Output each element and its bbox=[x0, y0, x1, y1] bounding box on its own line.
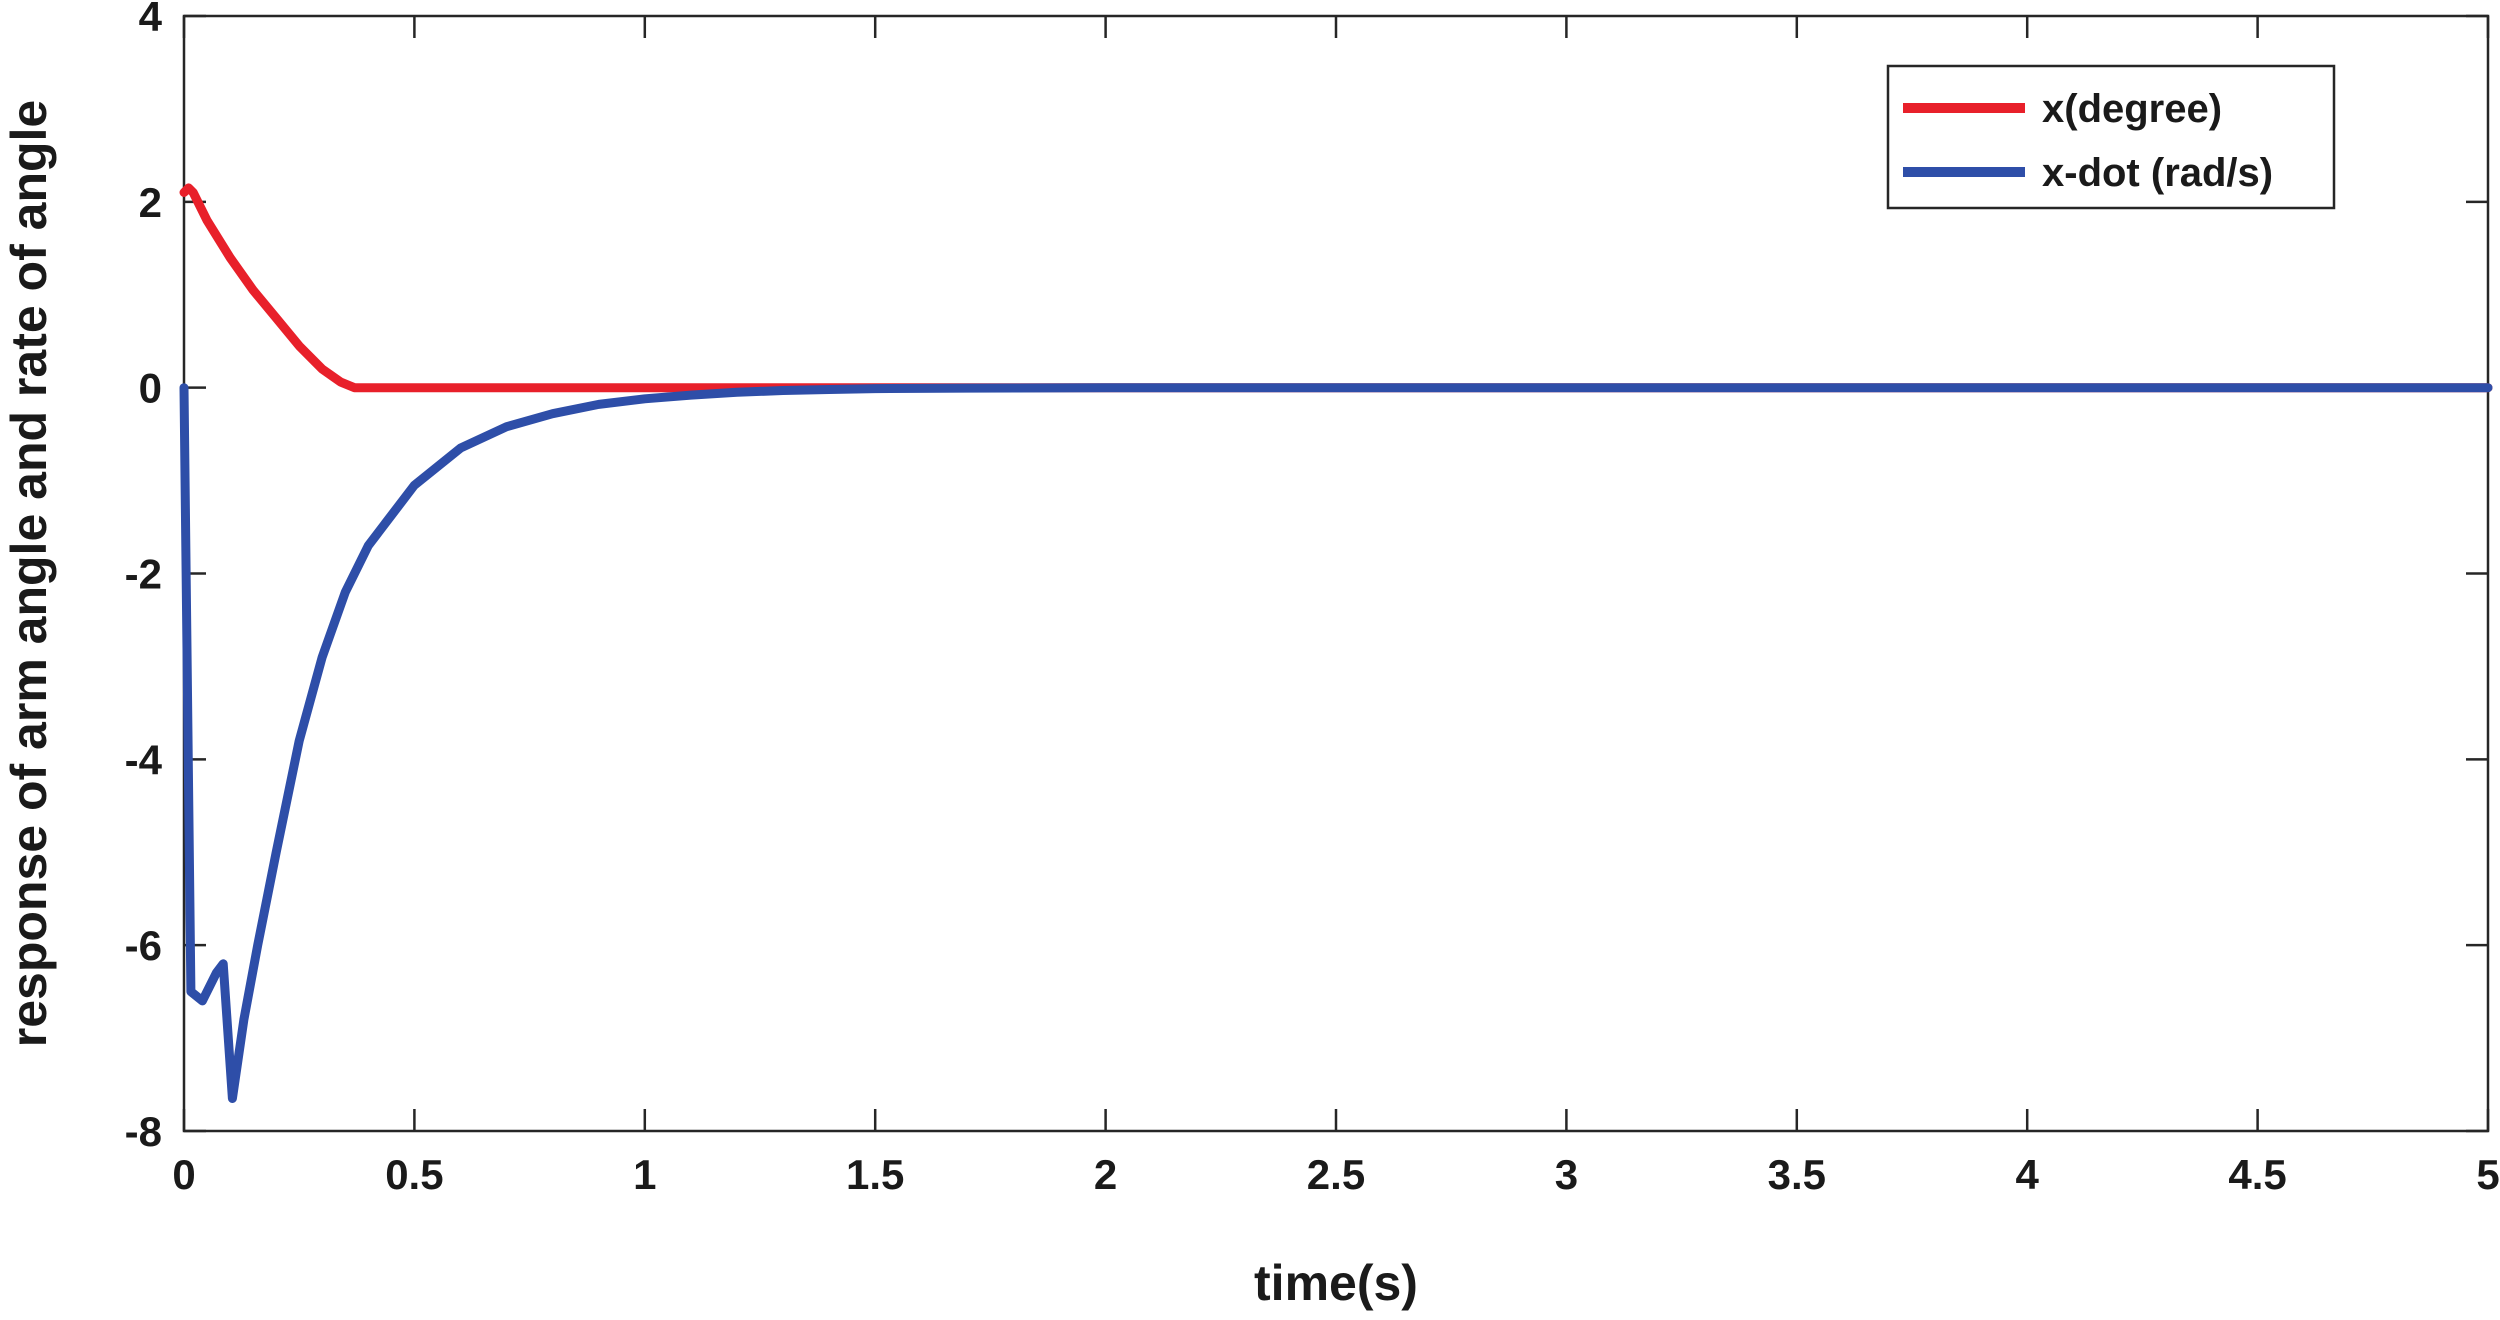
series-layer bbox=[179, 183, 2493, 1103]
y-tick-label: -6 bbox=[125, 922, 162, 969]
y-tick-label: -2 bbox=[125, 551, 162, 598]
y-tick-label: -4 bbox=[125, 736, 163, 783]
x-tick-label: 4.5 bbox=[2228, 1151, 2286, 1198]
x-tick-label: 4 bbox=[2016, 1151, 2040, 1198]
y-axis-title: response of arm angle and rate of angle bbox=[1, 100, 57, 1047]
y-tick-label: -8 bbox=[125, 1108, 162, 1155]
x-tick-label: 2 bbox=[1094, 1151, 1117, 1198]
series-line-x-dot bbox=[179, 383, 2493, 1103]
x-axis-title: time(s) bbox=[1254, 1255, 1418, 1311]
x-tick-label: 3.5 bbox=[1768, 1151, 1826, 1198]
x-axis-ticks: 0 0.5 1 1.5 2 2.5 3 3.5 4 4.5 5 bbox=[172, 16, 2500, 1198]
legend: x(degree) x-dot (rad/s) bbox=[1886, 64, 2336, 210]
legend-label-x-dot: x-dot (rad/s) bbox=[2042, 151, 2273, 195]
x-tick-label: 1.5 bbox=[846, 1151, 904, 1198]
x-tick-label: 1 bbox=[633, 1151, 656, 1198]
y-tick-label: 4 bbox=[139, 0, 163, 40]
legend-box bbox=[1886, 64, 2336, 210]
y-tick-label: 2 bbox=[139, 179, 162, 226]
x-tick-label: 0.5 bbox=[385, 1151, 443, 1198]
x-tick-label: 0 bbox=[172, 1151, 195, 1198]
y-tick-label: 0 bbox=[139, 365, 162, 412]
x-tick-label: 5 bbox=[2476, 1151, 2499, 1198]
legend-label-x-degree: x(degree) bbox=[2042, 87, 2222, 131]
x-tick-label: 2.5 bbox=[1307, 1151, 1365, 1198]
x-tick-label: 3 bbox=[1555, 1151, 1578, 1198]
